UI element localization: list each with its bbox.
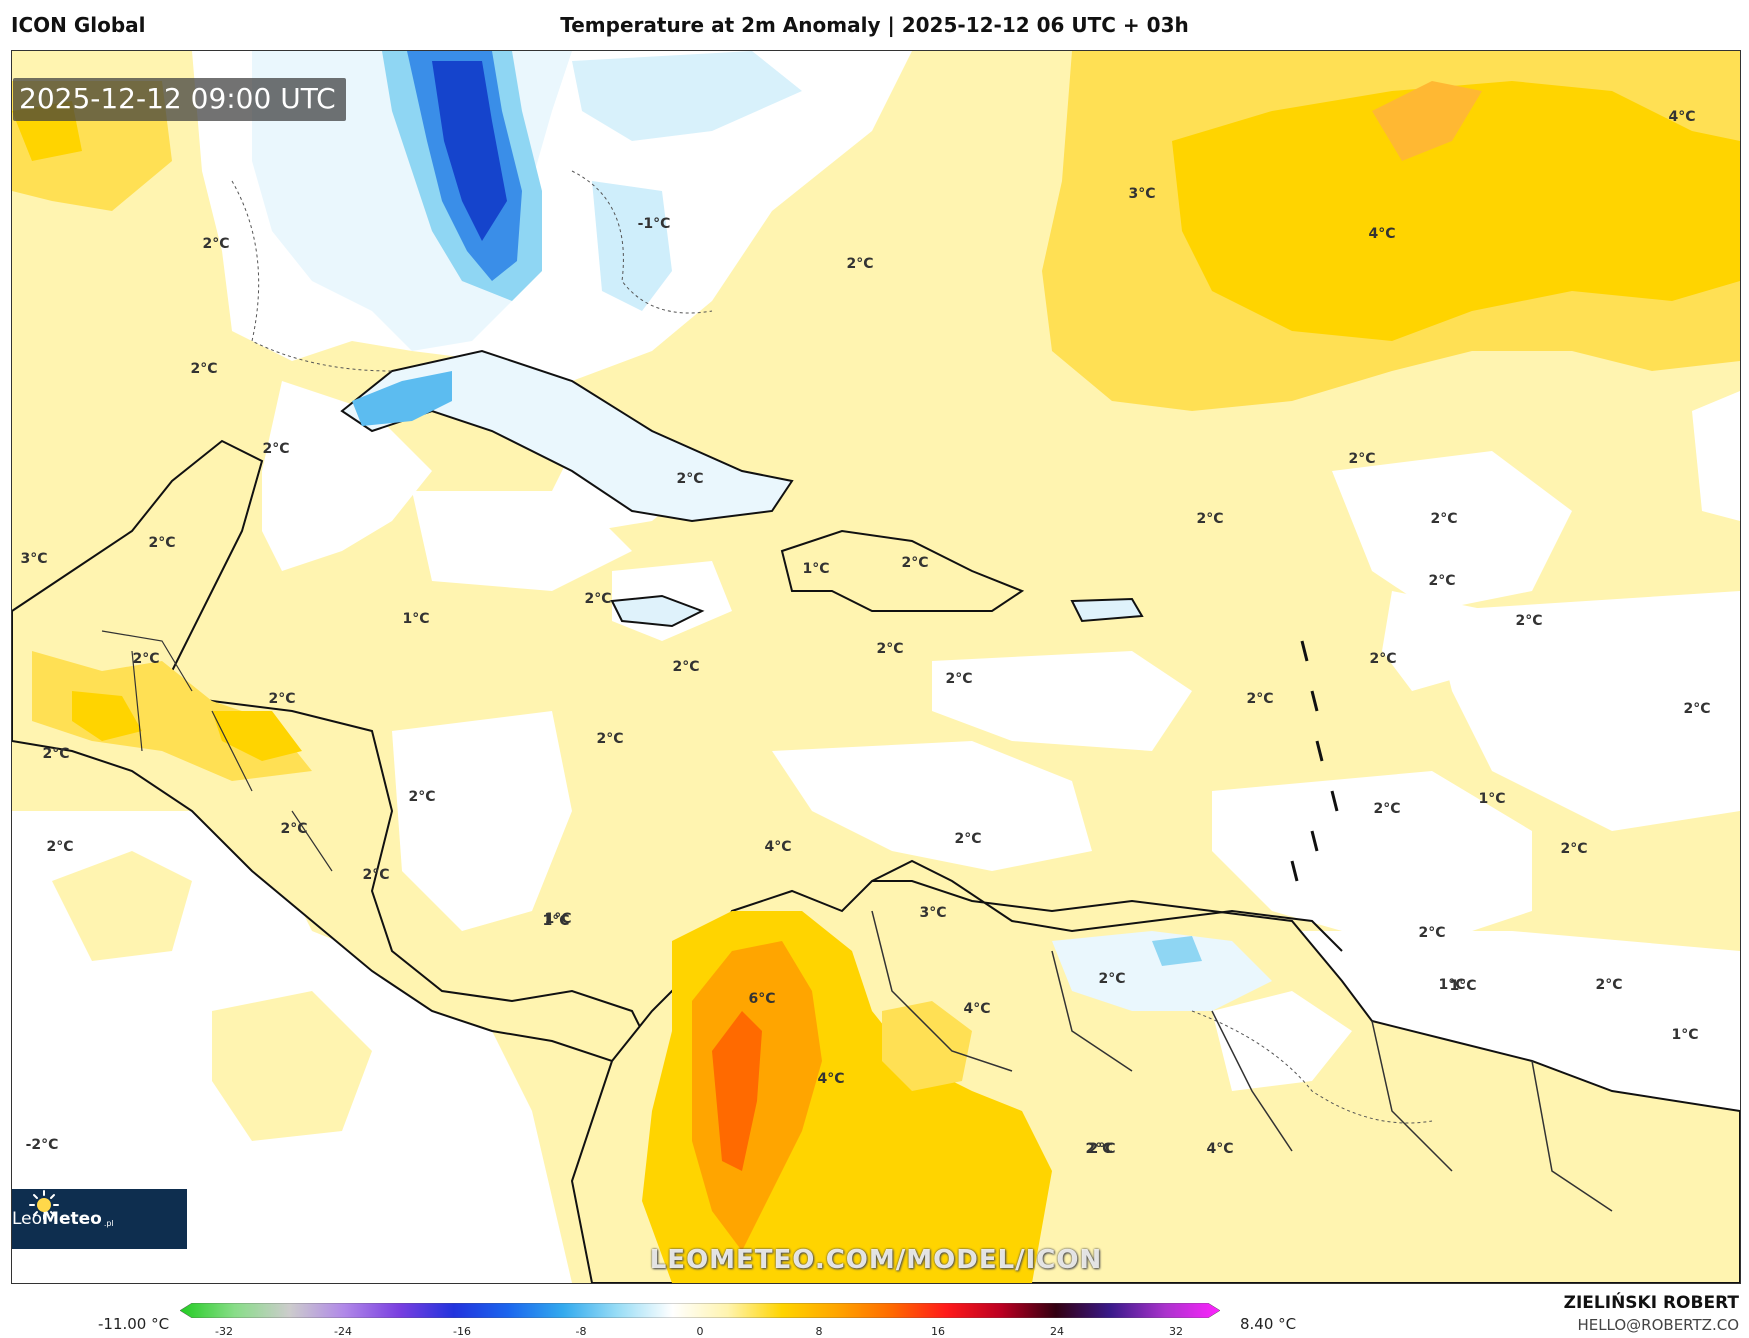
contour-label: 6°C xyxy=(748,991,776,1007)
watermark-url: LEOMETEO.COM/MODEL/ICON xyxy=(649,1245,1103,1275)
contour-label: 2°C xyxy=(876,641,904,657)
contour-label: -1°C xyxy=(637,216,671,232)
contour-label: 2°C xyxy=(1348,451,1376,467)
logo-tld: .pl xyxy=(103,1218,114,1228)
contour-label: 1°C xyxy=(1478,791,1506,807)
scale-max-value: 8.40 °C xyxy=(1240,1315,1297,1333)
contour-label: 2°C xyxy=(676,471,704,487)
colorbar-tick-label: 16 xyxy=(931,1325,945,1338)
contour-label: 2°C xyxy=(1196,511,1224,527)
colorbar-tick-label: 0 xyxy=(696,1325,704,1338)
contour-label: 2°C xyxy=(901,555,929,571)
colorbar-tick-label: -24 xyxy=(334,1325,352,1338)
colorbar-gradient xyxy=(180,1303,1220,1318)
logo-brand-b: Meteo xyxy=(42,1209,102,1229)
contour-label: 2°C xyxy=(1683,701,1711,717)
colorbar-tick-label: -8 xyxy=(575,1325,587,1338)
contour-label: 1°C xyxy=(402,611,430,627)
contour-label: 2°C xyxy=(1560,841,1588,857)
contour-label: 3°C xyxy=(919,905,947,921)
contour-label: 2°C xyxy=(846,256,874,272)
contour-label: 1°C xyxy=(802,561,830,577)
contour-label: 2°C xyxy=(202,236,230,252)
contour-label: 2°C xyxy=(1595,977,1623,993)
contour-label: 4°C xyxy=(817,1071,845,1087)
contour-label: 2°C xyxy=(1515,613,1543,629)
map-panel[interactable]: 2025-12-12 09:00 UTC 4°C 3°C 4°C -1°C 2°C 2°C… xyxy=(11,50,1741,1284)
contour-label: 4°C xyxy=(1668,109,1696,125)
contour-label: 2°C xyxy=(190,361,218,377)
header: ICON Global Temperature at 2m Anomaly | … xyxy=(0,0,1749,50)
chart-title: Temperature at 2m Anomaly | 2025-12-12 0… xyxy=(560,13,1189,37)
contour-label: 2°C xyxy=(1430,511,1458,527)
contour-label: 4°C xyxy=(963,1001,991,1017)
contour-label: 1°C xyxy=(1671,1027,1699,1043)
contour-label: 1°C xyxy=(1438,977,1466,993)
contour-label: 2°C xyxy=(1098,971,1126,987)
leometeo-logo[interactable]: LeoMeteo .pl xyxy=(12,1189,187,1249)
valid-time-badge: 2025-12-12 09:00 UTC xyxy=(13,78,346,121)
contour-label: 4°C xyxy=(764,839,792,855)
contour-label: 2°C xyxy=(148,535,176,551)
anomaly-map xyxy=(12,51,1740,1283)
contour-label: 2°C xyxy=(46,839,74,855)
contour-label: 2°C xyxy=(1246,691,1274,707)
colorbar-tick-label: 24 xyxy=(1050,1325,1064,1338)
contour-label: 2°C xyxy=(584,591,612,607)
contour-label: 2°C xyxy=(42,746,70,762)
footer: -11.00 °C -32 -24 -16 -8 0 8 16 24 32 8.40 °C ZI… xyxy=(0,1283,1749,1338)
contour-label: 2°C xyxy=(1088,1141,1116,1157)
contour-label: 4°C xyxy=(1206,1141,1234,1157)
contour-label: 2°C xyxy=(1373,801,1401,817)
sun-icon xyxy=(29,1190,59,1220)
contour-label: 1°C xyxy=(1449,978,1477,994)
contour-label: 2°C xyxy=(945,671,973,687)
contour-label: 2°C xyxy=(268,691,296,707)
contour-label: 2°C xyxy=(1428,573,1456,589)
colorbar-tick-label: -32 xyxy=(215,1325,233,1338)
contour-label: 1°C xyxy=(542,913,570,929)
contour-label: 4°C xyxy=(1368,226,1396,242)
model-name: ICON Global xyxy=(11,13,146,37)
contour-label: 2°C xyxy=(408,789,436,805)
contour-label: 2°C xyxy=(362,867,390,883)
contour-label: 3°C xyxy=(20,551,48,567)
contour-label: 2°C xyxy=(954,831,982,847)
colorbar xyxy=(180,1303,1220,1318)
contour-label: 2°C xyxy=(132,651,160,667)
colorbar-tick-label: 8 xyxy=(815,1325,823,1338)
credit-email[interactable]: HELLO@ROBERTZ.CO xyxy=(1577,1316,1739,1334)
contour-label: 2°C xyxy=(1369,651,1397,667)
credit-name: ZIELIŃSKI ROBERT xyxy=(1563,1293,1739,1313)
contour-label: 2°C xyxy=(672,659,700,675)
contour-label: 2°C xyxy=(596,731,624,747)
colorbar-tick-label: 32 xyxy=(1169,1325,1183,1338)
contour-label: 2°C xyxy=(1085,1141,1113,1157)
contour-label: 2°C xyxy=(1418,925,1446,941)
colorbar-tick-label: -16 xyxy=(453,1325,471,1338)
scale-min-value: -11.00 °C xyxy=(98,1315,170,1333)
contour-label: 3°C xyxy=(1128,186,1156,202)
contour-label: -2°C xyxy=(25,1137,59,1153)
contour-label: 2°C xyxy=(262,441,290,457)
contour-label: 2°C xyxy=(280,821,308,837)
contour-label: 1°C xyxy=(544,911,572,927)
